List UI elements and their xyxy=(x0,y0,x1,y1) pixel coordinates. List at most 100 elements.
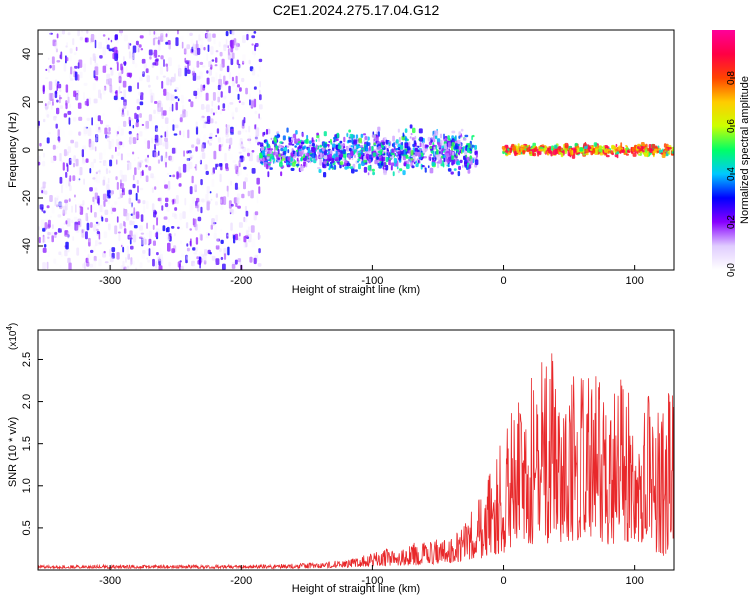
heatmap-cell xyxy=(195,126,199,135)
heatmap-cell xyxy=(182,130,185,138)
heatmap-cell xyxy=(368,150,371,154)
heatmap-cell xyxy=(337,152,340,155)
heatmap-cell xyxy=(411,165,415,169)
heatmap-cell xyxy=(667,151,669,154)
heatmap-cell xyxy=(94,113,98,120)
heatmap-cell xyxy=(396,166,399,170)
heatmap-cell xyxy=(123,209,128,217)
heatmap-cell xyxy=(319,148,323,153)
heatmap-cell xyxy=(424,167,427,173)
heatmap-cell xyxy=(177,226,180,230)
heatmap-cell xyxy=(360,133,364,138)
heatmap-cell xyxy=(148,114,153,122)
heatmap-cell xyxy=(201,253,204,258)
heatmap-cell xyxy=(150,92,155,101)
heatmap-cell xyxy=(418,159,420,164)
heatmap-cell xyxy=(149,89,153,96)
heatmap-cell xyxy=(189,240,192,246)
heatmap-cell xyxy=(190,38,194,45)
heatmap-cell xyxy=(89,187,93,192)
heatmap-cell xyxy=(191,147,196,153)
heatmap-cell xyxy=(228,144,231,149)
heatmap-cell xyxy=(97,225,100,229)
heatmap-cell xyxy=(335,158,339,162)
heatmap-cell xyxy=(113,46,118,54)
heatmap-cell xyxy=(114,201,118,205)
heatmap-cell xyxy=(245,229,248,235)
heatmap-cell xyxy=(120,63,123,71)
heatmap-cell xyxy=(74,223,79,231)
heatmap-cell xyxy=(149,56,152,60)
heatmap-cell xyxy=(220,147,225,153)
heatmap-cell xyxy=(165,33,168,38)
heatmap-cell xyxy=(183,150,185,157)
heatmap-cell xyxy=(598,148,603,153)
heatmap-cell xyxy=(237,64,241,69)
heatmap-cell xyxy=(197,216,202,222)
heatmap-cell xyxy=(219,51,223,57)
heatmap-cell xyxy=(127,163,129,171)
heatmap-cell xyxy=(208,142,212,146)
heatmap-cell xyxy=(266,163,269,168)
heatmap-cell xyxy=(42,160,46,167)
heatmap-cell xyxy=(67,178,70,184)
heatmap-cell xyxy=(148,84,151,88)
heatmap-cell xyxy=(257,63,261,67)
heatmap-cell xyxy=(451,154,454,161)
heatmap-cell xyxy=(266,153,271,157)
heatmap-cell xyxy=(434,135,438,140)
heatmap-cell xyxy=(142,63,146,69)
heatmap-cell xyxy=(401,135,405,141)
heatmap-cell xyxy=(419,136,423,142)
heatmap-cell xyxy=(132,45,137,53)
x-tick-label: 0 xyxy=(500,275,506,287)
heatmap-cell xyxy=(73,90,77,98)
heatmap-cell xyxy=(102,160,107,166)
heatmap-cell xyxy=(203,260,207,265)
heatmap-cell xyxy=(251,168,256,174)
heatmap-cell xyxy=(226,44,229,48)
heatmap-cell xyxy=(241,77,245,83)
heatmap-cell xyxy=(86,261,90,267)
heatmap-cell xyxy=(464,134,469,138)
heatmap-cell xyxy=(335,138,339,141)
heatmap-cell xyxy=(108,48,113,52)
heatmap-cell xyxy=(397,170,400,174)
heatmap-cell xyxy=(145,175,149,183)
heatmap-cell xyxy=(202,119,207,129)
heatmap-cell xyxy=(301,156,303,162)
heatmap-cell xyxy=(101,216,104,222)
heatmap-cell xyxy=(401,141,404,147)
heatmap-cell xyxy=(579,147,584,152)
heatmap-cell xyxy=(76,247,80,256)
heatmap-cell xyxy=(151,203,155,212)
heatmap-cell xyxy=(105,137,109,144)
heatmap-cell xyxy=(167,144,172,147)
heatmap-cell xyxy=(139,187,144,191)
heatmap-cell xyxy=(231,52,235,60)
heatmap-cell xyxy=(671,146,674,152)
heatmap-cell xyxy=(211,255,216,261)
heatmap-cell xyxy=(179,148,183,151)
heatmap-cell xyxy=(373,134,376,139)
heatmap-cell xyxy=(172,119,175,122)
heatmap-cell xyxy=(187,30,190,38)
heatmap-cell xyxy=(269,148,274,151)
heatmap-cell xyxy=(393,157,397,164)
heatmap-cell xyxy=(137,162,142,167)
heatmap-cell xyxy=(206,141,209,145)
heatmap-cell xyxy=(42,262,46,270)
heatmap-cell xyxy=(671,151,674,154)
heatmap-cell xyxy=(194,223,198,231)
heatmap-cell xyxy=(277,157,281,161)
heatmap-cell xyxy=(318,168,322,173)
heatmap-cell xyxy=(67,32,71,36)
heatmap-cell xyxy=(122,142,125,148)
snr-y-multiplier: (x104) xyxy=(5,323,19,350)
heatmap-cell xyxy=(199,71,203,79)
heatmap-cell xyxy=(132,57,135,65)
spectrogram-x-label: Height of straight line (km) xyxy=(292,284,420,296)
heatmap-cell xyxy=(65,241,69,250)
heatmap-cell xyxy=(185,158,190,163)
heatmap-cell xyxy=(242,54,246,64)
